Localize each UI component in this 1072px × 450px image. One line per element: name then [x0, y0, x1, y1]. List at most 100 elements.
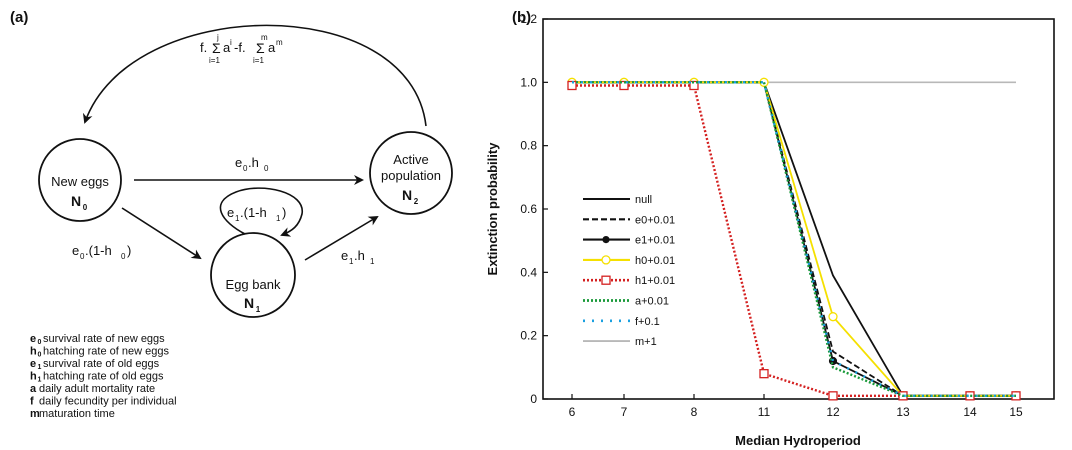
node-new-eggs-label: New eggs	[51, 174, 109, 189]
formula-sum2-sigma: Σ	[256, 40, 265, 56]
legend-marker	[601, 255, 611, 265]
param-symbol: f	[30, 396, 34, 408]
series-point	[759, 369, 769, 379]
legend-entry: e1+0.01	[583, 235, 675, 247]
legend-entry: f+0.1	[583, 316, 660, 328]
formula-lead: f.	[200, 40, 207, 55]
formula-sum1-bottom: i=1	[209, 56, 220, 65]
param-subscript: 1	[38, 364, 42, 371]
series-point	[828, 312, 838, 322]
node-active-population: Active population N 2	[369, 131, 453, 215]
param-legend-row: h 0 hatching rate of new eggs	[30, 346, 169, 359]
param-symbol: a	[30, 383, 37, 395]
param-symbol: e	[30, 358, 36, 370]
node-egg-bank-sub: 1	[256, 305, 261, 314]
legend-entry: m+1	[583, 336, 657, 348]
panel-label-b: (b)	[512, 9, 531, 26]
node-active-sub: 2	[414, 197, 419, 206]
node-new-eggs-sub: 0	[83, 203, 88, 212]
param-description: hatching rate of old eggs	[43, 371, 164, 383]
legend-label: h0+0.01	[635, 255, 675, 267]
node-egg-bank-label: Egg bank	[226, 277, 281, 292]
node-active-symbol: N	[402, 187, 412, 203]
close-paren: )	[127, 243, 131, 258]
legend-marker	[602, 236, 610, 244]
e0-sym: e	[235, 155, 242, 170]
series-point	[965, 391, 975, 401]
param-symbol: h	[30, 346, 37, 358]
formula-sum1-body: a	[223, 40, 231, 55]
h1-sym: .h	[354, 248, 365, 263]
e0-sym-2: e	[72, 243, 79, 258]
legend-entry: null	[583, 194, 652, 206]
param-legend-row: e 1 survival rate of old eggs	[30, 358, 160, 371]
label-bank-loop: e 1 .(1-h 1 )	[227, 205, 286, 223]
y-tick-label: 0	[530, 392, 537, 406]
arrow-bank-loop	[219, 187, 303, 237]
param-subscript: 0	[38, 352, 42, 359]
extinction-chart: (b) 0 0.2 0.4 0.6 0.8 1.0 1.2 6 7 8 11 12 13 14 15 nul…	[485, 9, 1055, 448]
x-tick-label: 6	[569, 405, 576, 419]
x-tick-label: 14	[963, 405, 977, 419]
param-subscript: 1	[38, 377, 42, 384]
param-symbol: m	[30, 408, 40, 420]
param-legend-row: m maturation time	[30, 408, 115, 420]
label-new-to-bank: e 0 .(1-h 0 )	[72, 243, 131, 261]
y-axis-label: Extinction probability	[485, 142, 500, 276]
formula-sum1-exp: i	[230, 38, 232, 47]
param-description: survival rate of old eggs	[43, 358, 160, 370]
e1-sub: 1	[235, 214, 240, 223]
e0-sub: 0	[243, 164, 248, 173]
legend-label: a+0.01	[635, 296, 669, 308]
param-legend-row: h 1 hatching rate of old eggs	[30, 371, 164, 384]
legend-label: null	[635, 194, 652, 206]
param-description: daily fecundity per individual	[39, 396, 177, 408]
chart-series	[567, 77, 1021, 401]
e0-sub-2: 0	[80, 252, 85, 261]
formula-sum1-sigma: Σ	[212, 40, 221, 56]
param-legend-row: a daily adult mortality rate	[30, 383, 155, 395]
param-legend-row: f daily fecundity per individual	[30, 396, 177, 408]
chart-legend: null e0+0.01 e1+0.01 h0+0.01 h1+0.01 a+0.01 f+…	[583, 194, 675, 348]
label-bank-to-active: e 1 .h 1	[341, 248, 375, 266]
h1-sub: 1	[276, 214, 281, 223]
feedback-formula: f. j Σ i=1 a i -f. m Σ i=1 a m	[200, 33, 283, 65]
node-egg-bank-symbol: N	[244, 295, 254, 311]
node-active-label-2: population	[381, 168, 441, 183]
node-new-eggs-symbol: N	[71, 193, 81, 209]
param-subscript: 0	[38, 339, 42, 346]
x-tick-label: 15	[1009, 405, 1023, 419]
legend-label: h1+0.01	[635, 275, 675, 287]
node-egg-bank: Egg bank N 1	[210, 232, 296, 318]
h0-sub-2: 0	[121, 252, 126, 261]
node-new-eggs: New eggs N 0	[38, 138, 122, 222]
param-legend-row: e 0 survival rate of new eggs	[30, 333, 165, 346]
param-description: daily adult mortality rate	[39, 383, 155, 395]
legend-entry: a+0.01	[583, 296, 669, 308]
y-tick-label: 0.8	[520, 139, 537, 153]
x-tick-label: 8	[691, 405, 698, 419]
h0-sub: 0	[264, 164, 269, 173]
feedback-arrow	[82, 24, 427, 127]
x-tick-label: 11	[758, 405, 771, 419]
param-description: survival rate of new eggs	[43, 333, 165, 345]
e1-sub-2: 1	[349, 257, 354, 266]
x-axis-label: Median Hydroperiod	[735, 433, 861, 448]
node-active-label-1: Active	[393, 152, 428, 167]
one-minus-h0: .(1-h	[85, 243, 112, 258]
series-point	[828, 391, 838, 401]
formula-sum2-exp: m	[276, 38, 283, 47]
legend-label: m+1	[635, 336, 657, 348]
x-tick-label: 13	[896, 405, 910, 419]
e1-sym: e	[227, 205, 234, 220]
y-tick-label: 0.6	[520, 202, 537, 216]
label-new-to-active: e 0 .h 0	[235, 155, 269, 173]
e1-sym-2: e	[341, 248, 348, 263]
formula-sum2-bottom: i=1	[253, 56, 264, 65]
legend-label: e1+0.01	[635, 235, 675, 247]
legend-entry: h1+0.01	[583, 275, 675, 287]
x-tick-label: 7	[621, 405, 628, 419]
life-cycle-diagram: (a) f. j Σ i=1 a i -f. m Σ i=1 a m New e…	[10, 9, 453, 420]
x-tick-label: 12	[826, 405, 840, 419]
